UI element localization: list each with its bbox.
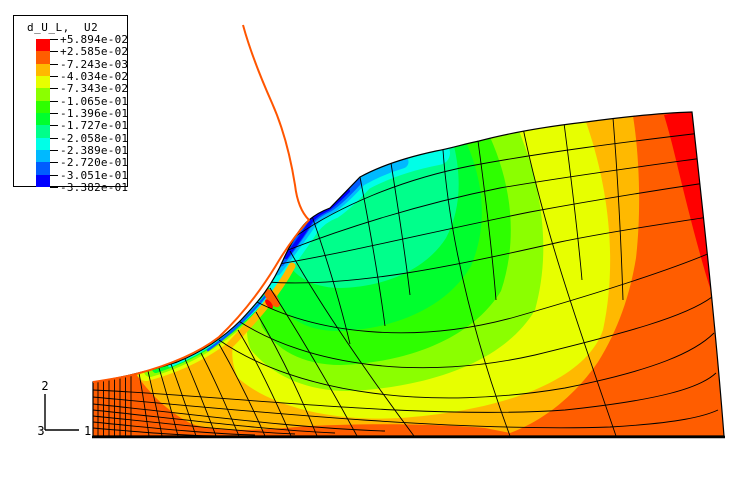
- legend-tick: [50, 75, 58, 77]
- contour-band-region: [93, 112, 724, 436]
- legend-tick: [50, 186, 58, 188]
- legend-title: d_U_L, U2: [27, 21, 99, 34]
- legend-level-label: -2.389e-01: [60, 143, 129, 157]
- legend-tick: [50, 39, 58, 40]
- legend-tick: [50, 162, 58, 164]
- legend-level-label: -2.720e-01: [60, 156, 129, 170]
- axis-1-label: 1: [84, 424, 91, 438]
- legend-level-label: +5.894e-02: [60, 33, 129, 46]
- legend-swatch: [36, 100, 50, 113]
- mesh-outline: [92, 111, 725, 437]
- legend-swatch: [36, 51, 50, 64]
- contour-legend: d_U_L, U2 +5.894e-02 +2.585e-02 -7.243e-03…: [13, 15, 129, 193]
- legend-tick: [50, 174, 58, 176]
- legend-tick: [50, 63, 58, 65]
- legend-tick: [50, 112, 58, 114]
- legend-tick: [50, 125, 58, 127]
- legend-tick: [50, 100, 58, 102]
- legend-swatch: [36, 39, 50, 52]
- legend-swatch: [36, 75, 50, 89]
- legend-swatch: [36, 63, 50, 76]
- contact-hotspot-core: [265, 299, 273, 309]
- contour-bands: [93, 112, 724, 436]
- legend-tick: [50, 149, 58, 151]
- legend-level-label: -2.058e-01: [60, 131, 129, 145]
- legend-level-label: -3.382e-01: [60, 180, 129, 194]
- rigid-surface-line: [92, 24, 310, 383]
- legend-swatch: [36, 88, 50, 101]
- legend-swatch: [36, 174, 50, 187]
- axis-2-label: 2: [41, 379, 48, 393]
- legend-level-label: -1.065e-01: [60, 94, 129, 108]
- legend-tick: [50, 137, 58, 139]
- contour-band-region: [664, 112, 714, 300]
- legend-swatch: [36, 137, 50, 150]
- legend-swatch: [36, 149, 50, 163]
- mesh-lines: [93, 117, 719, 436]
- legend-swatch: [36, 162, 50, 175]
- axis-triad: [44, 394, 79, 431]
- legend-level-label: -1.727e-01: [60, 119, 129, 133]
- legend-level-label: -3.051e-01: [60, 168, 129, 182]
- legend-level-label: -7.343e-02: [60, 82, 129, 96]
- edge-band-deepblue: [284, 189, 350, 259]
- legend-tick: [50, 88, 58, 90]
- legend-swatch: [36, 125, 50, 138]
- legend-swatch: [36, 112, 50, 126]
- legend-tick: [50, 51, 58, 53]
- contour-band-region: [286, 146, 459, 288]
- legend-level-label: +2.585e-02: [60, 45, 129, 59]
- axis-3-label: 3: [37, 424, 44, 438]
- legend-level-label: -7.243e-03: [60, 57, 129, 71]
- legend-level-label: -1.396e-01: [60, 106, 129, 120]
- legend-level-label: -4.034e-02: [60, 69, 129, 83]
- contact-hotspot: [264, 288, 280, 308]
